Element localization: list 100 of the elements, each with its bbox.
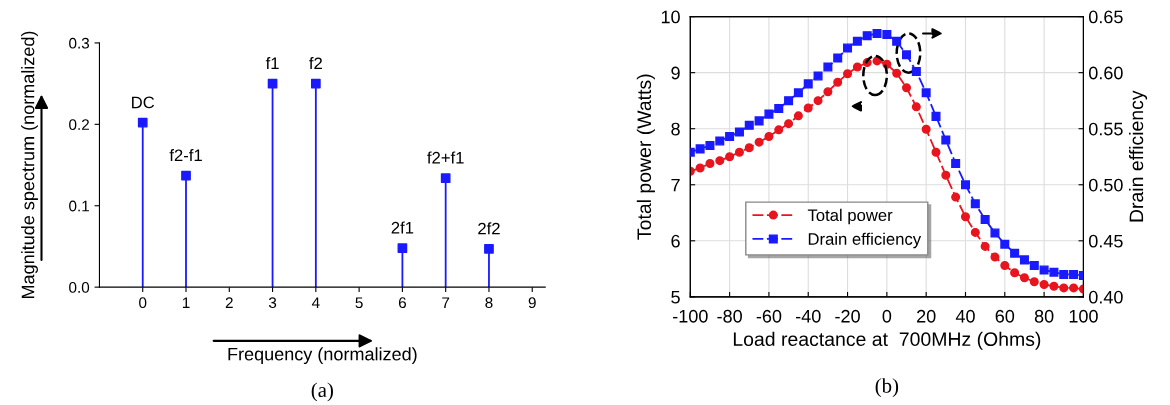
legend-label: Total power [807,208,893,225]
point [902,83,912,93]
point [1069,283,1079,293]
point [823,62,833,72]
point [843,69,853,79]
point [980,241,990,251]
point [715,136,725,146]
point [1039,265,1049,275]
annotation: DC [132,96,155,109]
x-tick-label: 60 [995,309,1015,323]
point [1039,280,1049,290]
point [725,152,735,162]
annotation: f2+f1 [427,151,464,164]
point [181,170,191,181]
x-tick-label: -80 [717,309,742,323]
x-tick-label: 9 [528,297,536,309]
y2-tick-label: 0.55 [1088,122,1123,136]
annotation: f2-f1 [169,148,202,162]
point [440,173,451,183]
x-tick-label: 20 [917,309,936,323]
y-tick-label: 6 [671,234,680,248]
x-tick-label: 7 [442,297,450,308]
annotation: f1 [265,57,279,70]
x-tick-label: -20 [835,309,860,323]
point [397,243,408,253]
point [872,28,882,38]
point [754,116,764,126]
point [1029,260,1039,270]
x-tick-label: 8 [485,297,493,309]
x-axis-title: Load reactance at 700MHz (Ohms) [733,331,1041,350]
point [695,144,705,154]
y-tick-label: 10 [661,10,680,24]
point [764,132,774,142]
point [793,111,803,121]
y-tick-label: 7 [671,178,680,192]
point [921,124,931,134]
y2-tick-label: 0.60 [1088,66,1123,80]
x-tick-label: 0 [882,309,892,323]
y-tick-label: 8 [671,122,680,136]
point [931,147,941,157]
point [793,88,803,98]
annotation: 2f1 [391,221,414,234]
text: (a) [311,382,333,402]
point [1000,260,1010,270]
point [774,125,784,135]
point [1049,267,1059,277]
point [892,36,902,46]
point [1029,277,1039,287]
point [911,67,921,77]
point [695,163,705,173]
point [882,30,892,40]
point [1000,239,1010,249]
y-tick-label: 0.3 [69,37,90,49]
point [941,170,951,180]
point [833,53,843,63]
x-tick-label: 0 [139,297,147,309]
point [774,104,784,114]
point [784,96,794,106]
point [734,127,744,137]
x-tick-label: 2 [225,297,233,308]
point [911,102,921,112]
point [725,132,735,142]
point [980,214,990,225]
x-axis-title: Frequency (normalized) [228,347,417,365]
x-tick-label: 3 [268,297,277,309]
point [990,252,1000,262]
point [852,62,862,72]
point [803,103,813,113]
y2-tick-label: 0.45 [1088,234,1123,248]
point [951,192,961,202]
y-tick-label: 0.1 [69,200,89,212]
legend-label: Drain efficiency [808,232,922,249]
x-tick-label: -40 [795,309,821,323]
point [764,109,774,119]
point [1059,283,1069,293]
point [1069,269,1079,279]
x-tick-label: 40 [955,309,975,323]
text: (b) [875,378,899,398]
x-tick-label: -100 [673,309,708,323]
point [931,111,941,121]
point [862,31,872,41]
point [744,143,754,153]
point [843,43,853,53]
y2-tick-label: 0.50 [1088,178,1123,192]
point [902,50,912,60]
point [951,158,961,168]
point [813,96,823,106]
point [892,68,902,78]
point [484,244,494,254]
point [310,78,321,89]
point [970,227,980,237]
point [852,36,862,46]
y2-tick-label: 0.40 [1088,290,1123,304]
x-tick-label: 5 [355,297,363,309]
y-axis-title: Total power (Watts) [636,74,655,240]
x-tick-label: -60 [756,309,782,323]
point [970,199,980,209]
x-tick-label: 1 [182,297,190,308]
point [754,137,764,147]
point [803,79,813,89]
